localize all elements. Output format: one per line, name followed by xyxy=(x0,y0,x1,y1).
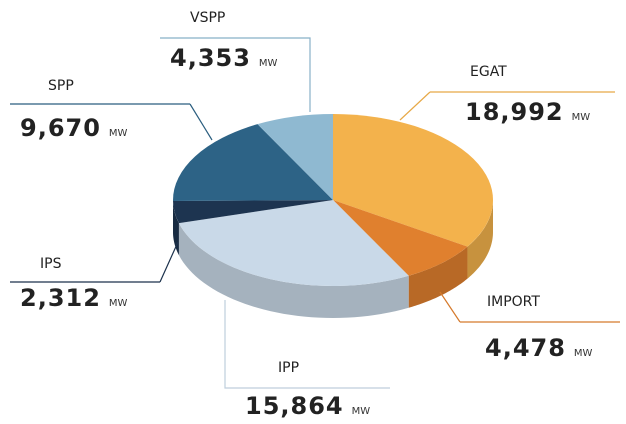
slice-side xyxy=(173,201,179,256)
slice-side xyxy=(408,246,468,308)
slice xyxy=(257,114,333,200)
value-text: 4,353 xyxy=(170,44,251,72)
slice xyxy=(173,124,333,202)
value-text: 15,864 xyxy=(245,392,344,420)
unit-text: MW xyxy=(109,128,128,139)
unit-text: MW xyxy=(109,298,128,309)
label-name: IMPORT xyxy=(487,294,540,310)
leader-line xyxy=(10,241,179,283)
leader-line xyxy=(224,300,390,389)
unit-text: MW xyxy=(352,406,371,417)
value-text: 18,992 xyxy=(465,98,564,126)
leader-line xyxy=(399,91,615,121)
label-value: 4,478 MW xyxy=(485,334,593,362)
label-value: 9,670 MW xyxy=(20,114,128,142)
value-text: 9,670 xyxy=(20,114,101,142)
slice xyxy=(173,200,333,224)
label-name: VSPP xyxy=(190,10,225,26)
leader-line xyxy=(10,103,213,141)
label-value: 4,353 MW xyxy=(170,44,278,72)
leader-line xyxy=(439,291,620,323)
slice xyxy=(178,200,409,286)
value-text: 2,312 xyxy=(20,284,101,312)
label-name: IPS xyxy=(40,256,62,272)
unit-text: MW xyxy=(572,112,591,123)
label-value: 15,864 MW xyxy=(245,392,370,420)
label-value: 2,312 MW xyxy=(20,284,128,312)
leader-line xyxy=(160,37,311,112)
unit-text: MW xyxy=(574,348,593,359)
label-value: 18,992 MW xyxy=(465,98,590,126)
label-name: EGAT xyxy=(470,64,507,80)
slice-side xyxy=(178,223,409,318)
value-text: 4,478 xyxy=(485,334,566,362)
label-name: SPP xyxy=(48,78,74,94)
slice-side xyxy=(467,200,493,279)
slice xyxy=(333,114,493,247)
slice xyxy=(333,200,468,276)
label-name: IPP xyxy=(278,360,299,376)
unit-text: MW xyxy=(259,58,278,69)
